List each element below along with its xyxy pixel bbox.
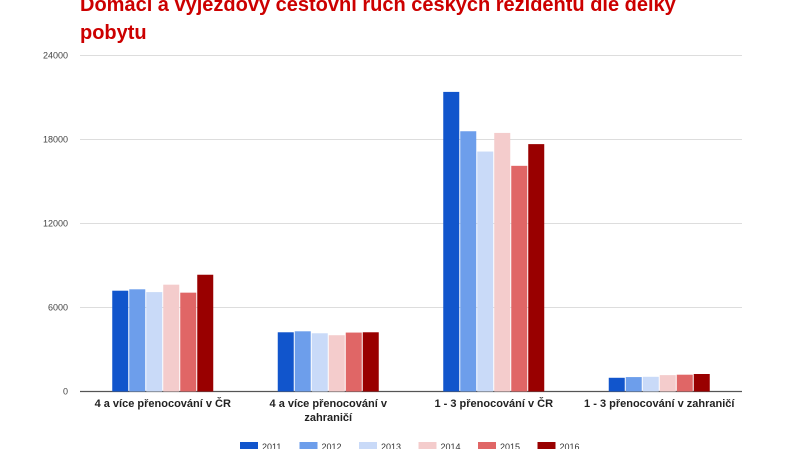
- bar-2011-4: [608, 377, 625, 392]
- bar-2013-1: [146, 292, 163, 392]
- y-tick-label: 24000: [43, 51, 68, 61]
- bar-2013-4: [642, 376, 659, 392]
- legend-swatch-2011: [240, 442, 258, 449]
- bar-2011-2: [277, 332, 294, 392]
- x-category-label: zahraničí: [304, 412, 353, 424]
- bar-2013-3: [477, 151, 494, 392]
- bar-2012-2: [294, 331, 311, 392]
- legend-label: 2014: [441, 442, 461, 449]
- bar-2016-2: [362, 332, 379, 392]
- y-tick-label: 0: [63, 387, 68, 397]
- legend-swatch-2013: [359, 442, 377, 449]
- legend-swatch-2014: [418, 442, 437, 449]
- bar-2013-2: [311, 333, 328, 392]
- bar-2016-1: [197, 274, 214, 392]
- x-category-label: 4 a více přenocování v ČR: [95, 397, 231, 410]
- legend-swatch-2016: [537, 442, 556, 449]
- bar-2014-2: [328, 335, 345, 392]
- bar-2011-3: [443, 91, 460, 392]
- bar-2012-1: [129, 289, 146, 392]
- x-category-label: 1 - 3 přenocování v ČR: [434, 397, 553, 410]
- bar-2016-4: [693, 374, 710, 392]
- bar-2011-1: [112, 290, 129, 392]
- bar-2014-1: [163, 284, 180, 392]
- bar-2014-4: [659, 375, 676, 392]
- bar-2015-1: [180, 292, 197, 392]
- legend-label: 2012: [322, 442, 342, 449]
- chart-title: Domácí a výjezdový cestovní ruch českých…: [80, 0, 676, 44]
- bar-2015-2: [345, 332, 362, 392]
- bar-2014-3: [494, 132, 511, 392]
- y-tick-label: 12000: [43, 219, 68, 229]
- bar-2015-3: [511, 165, 528, 392]
- x-category-label: 1 - 3 přenocování v zahraničí: [584, 398, 735, 410]
- bar-2015-4: [676, 374, 693, 392]
- bar-2012-3: [460, 131, 477, 392]
- legend-label: 2011: [262, 442, 281, 449]
- legend-label: 2016: [560, 442, 580, 449]
- legend-swatch-2012: [299, 442, 318, 449]
- legend-label: 2013: [381, 442, 401, 449]
- y-tick-label: 6000: [48, 303, 68, 313]
- legend-swatch-2015: [478, 442, 496, 449]
- legend-label: 2015: [500, 442, 520, 449]
- x-category-label: 4 a více přenocování v: [270, 398, 388, 410]
- y-tick-label: 18000: [43, 135, 68, 145]
- bar-2012-4: [625, 377, 642, 392]
- bar-2016-3: [528, 144, 545, 392]
